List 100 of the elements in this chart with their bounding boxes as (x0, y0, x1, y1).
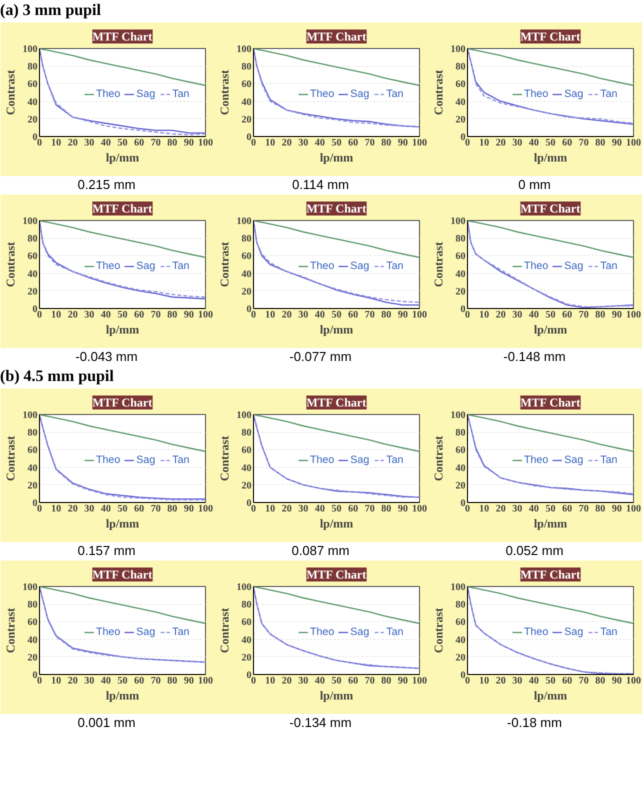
x-tick-label: 80 (167, 504, 178, 514)
y-tick-label: 100 (450, 216, 466, 227)
x-tick-label: 80 (595, 676, 606, 686)
x-tick-label: 60 (348, 504, 358, 514)
line-series (468, 220, 634, 258)
x-tick-label: 80 (595, 504, 606, 514)
line-series (254, 586, 420, 624)
chart-title: MTF Chart (520, 568, 580, 582)
y-tick-label: 80 (242, 428, 252, 439)
chart-title: MTF Chart (520, 396, 580, 410)
y-tick-label: 40 (456, 634, 466, 646)
y-tick-label: 20 (242, 114, 252, 126)
legend-label: Tan (386, 454, 404, 466)
y-tick-label: 100 (22, 582, 38, 593)
x-tick-label: 10 (479, 138, 490, 148)
y-tick-label: 20 (242, 286, 252, 298)
x-axis-title: lp/mm (106, 150, 140, 164)
chart-title: MTF Chart (306, 396, 366, 410)
y-tick-label: 40 (242, 96, 252, 108)
x-tick-label: 70 (150, 504, 161, 514)
y-tick-label: 80 (242, 600, 252, 611)
y-tick-label: 80 (456, 428, 466, 439)
x-tick-label: 20 (68, 676, 78, 686)
y-tick-label: 60 (456, 251, 466, 262)
y-tick-label: 40 (28, 268, 38, 280)
y-tick-label: 60 (242, 79, 252, 90)
legend-label: Tan (600, 626, 618, 638)
y-tick-label: 40 (28, 96, 38, 108)
x-tick-label: 90 (184, 504, 194, 514)
x-tick-label: 60 (348, 676, 358, 686)
x-axis-title: lp/mm (534, 150, 568, 164)
line-series (254, 414, 420, 452)
x-tick-label: 10 (265, 676, 276, 686)
y-tick-label: 100 (450, 582, 466, 593)
y-tick-label: 20 (242, 480, 252, 492)
y-axis-title: Contrast (4, 242, 18, 288)
text: -0.077 mm (289, 348, 352, 366)
legend-label: Sag (136, 260, 156, 272)
x-tick-label: 30 (298, 138, 308, 148)
x-tick-label: 50 (332, 310, 342, 320)
y-tick-label: 60 (242, 445, 252, 456)
legend-label: Theo (96, 454, 120, 466)
x-tick-label: 20 (68, 310, 78, 320)
x-tick-label: 40 (314, 310, 325, 320)
text: 0.157 mm (78, 542, 136, 560)
x-axis-title: lp/mm (534, 516, 568, 530)
x-tick-label: 90 (612, 138, 622, 148)
x-tick-label: 90 (398, 504, 408, 514)
line-series (254, 48, 420, 128)
y-tick-label: 20 (456, 652, 466, 664)
x-tick-label: 20 (496, 676, 506, 686)
legend-label: Tan (600, 88, 618, 100)
x-tick-label: 100 (626, 504, 641, 514)
x-tick-label: 60 (348, 310, 358, 320)
y-tick-label: 40 (28, 634, 38, 646)
x-tick-label: 80 (167, 138, 178, 148)
x-tick-label: 100 (626, 310, 641, 320)
y-tick-label: 40 (242, 634, 252, 646)
x-tick-label: 10 (479, 676, 490, 686)
x-tick-label: 70 (364, 504, 375, 514)
line-series (468, 414, 634, 452)
x-tick-label: 60 (134, 138, 144, 148)
x-tick-label: 100 (198, 138, 213, 148)
legend-label: Sag (564, 454, 584, 466)
y-tick-label: 100 (22, 44, 38, 55)
y-tick-label: 20 (456, 114, 466, 126)
x-tick-label: 100 (626, 138, 641, 148)
y-axis-title: Contrast (4, 608, 18, 654)
line-series (468, 48, 634, 86)
chart-title: MTF Chart (306, 202, 366, 216)
x-tick-label: 60 (562, 504, 572, 514)
x-tick-label: 20 (68, 138, 78, 148)
legend-label: Theo (310, 454, 334, 466)
chart-title: MTF Chart (520, 202, 580, 216)
x-tick-label: 40 (100, 138, 111, 148)
y-axis-title: Contrast (432, 608, 446, 654)
text: 0.052 mm (506, 542, 564, 560)
y-tick-label: 20 (28, 652, 38, 664)
x-tick-label: 30 (512, 676, 522, 686)
x-tick-label: 20 (496, 138, 506, 148)
x-axis-title: lp/mm (320, 688, 354, 702)
x-tick-label: 30 (84, 310, 94, 320)
x-tick-label: 100 (412, 310, 427, 320)
y-axis-title: Contrast (432, 242, 446, 288)
y-tick-label: 80 (242, 62, 252, 73)
text: (a) 3 mm pupil (0, 1, 101, 21)
chart-title: MTF Chart (92, 202, 152, 216)
x-tick-label: 10 (479, 310, 490, 320)
y-tick-label: 60 (28, 79, 38, 90)
legend-label: Sag (136, 626, 156, 638)
x-tick-label: 60 (562, 676, 572, 686)
x-tick-label: 100 (412, 138, 427, 148)
legend-label: Theo (310, 260, 334, 272)
legend-label: Tan (172, 626, 190, 638)
x-tick-label: 30 (84, 504, 94, 514)
y-tick-label: 20 (456, 286, 466, 298)
y-tick-label: 100 (236, 410, 252, 421)
x-tick-label: 10 (265, 310, 276, 320)
y-tick-label: 40 (456, 268, 466, 280)
x-axis-title: lp/mm (106, 516, 140, 530)
